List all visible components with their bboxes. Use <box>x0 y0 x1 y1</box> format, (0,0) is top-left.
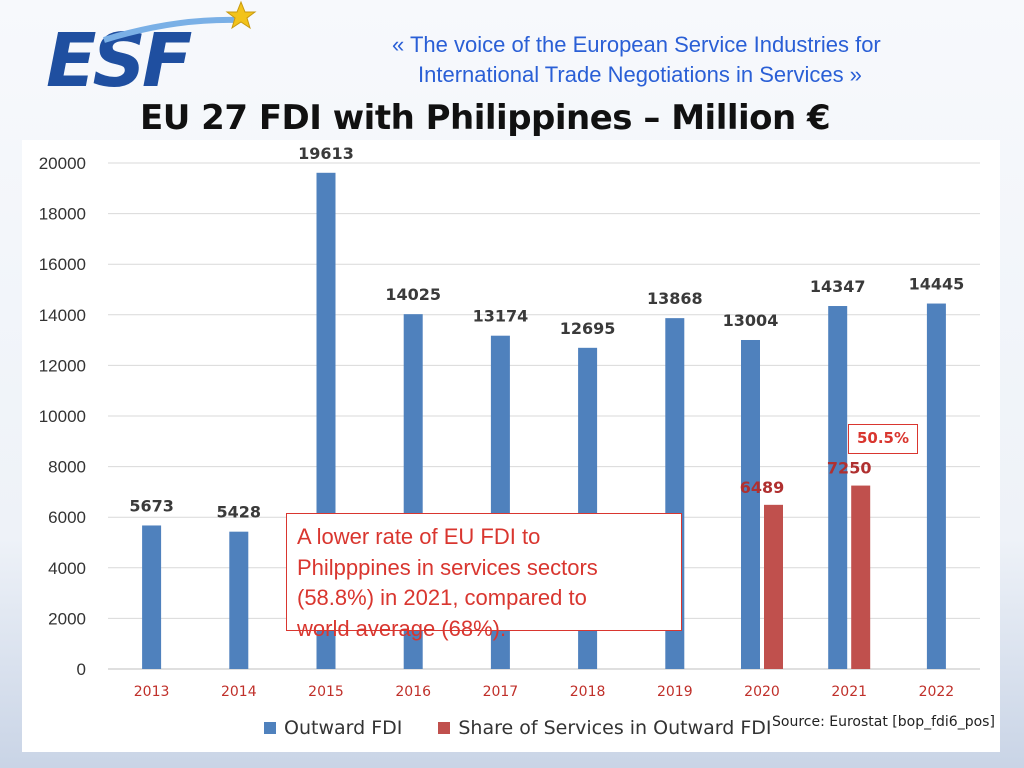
bar-outward-fdi <box>828 306 848 669</box>
chart-legend: Outward FDI Share of Services in Outward… <box>264 716 808 740</box>
logo-text: ESF <box>46 18 192 96</box>
legend-label-services: Share of Services in Outward FDI <box>458 717 772 739</box>
annotation-note: A lower rate of EU FDI to Philpppines in… <box>286 513 682 641</box>
y-tick-label: 6000 <box>48 508 86 527</box>
y-tick-label: 8000 <box>48 458 86 477</box>
legend-item-outward: Outward FDI <box>264 717 402 739</box>
chart-title: EU 27 FDI with Philippines – Million € <box>140 98 831 138</box>
legend-label-outward: Outward FDI <box>284 717 403 739</box>
x-tick-label: 2021 <box>831 684 867 700</box>
x-tick-label: 2018 <box>570 684 606 700</box>
bar-outward-fdi <box>142 525 162 669</box>
y-tick-label: 16000 <box>39 255 86 274</box>
y-tick-label: 18000 <box>39 205 86 224</box>
source-note: Source: Eurostat [bop_fdi6_pos] <box>772 714 995 730</box>
data-label-outward: 12695 <box>560 319 616 338</box>
y-tick-label: 0 <box>77 660 86 679</box>
data-label-outward: 5428 <box>217 503 262 522</box>
bar-outward-fdi <box>926 303 946 669</box>
services-share-callout: 50.5% <box>848 424 918 454</box>
esf-logo: ESF <box>46 0 257 96</box>
y-tick-label: 12000 <box>39 356 86 375</box>
note-line: (58.8%) in 2021, compared to <box>297 585 587 610</box>
data-label-services: 6489 <box>740 478 785 497</box>
x-tick-label: 2015 <box>308 684 344 700</box>
legend-swatch-services <box>438 722 451 734</box>
x-tick-label: 2020 <box>744 684 780 700</box>
x-tick-label: 2014 <box>221 684 257 700</box>
tagline: « The voice of the European Service Indu… <box>392 30 992 90</box>
legend-swatch-outward <box>264 722 276 734</box>
y-tick-label: 4000 <box>48 559 86 578</box>
x-tick-label: 2019 <box>657 684 693 700</box>
x-tick-label: 2013 <box>134 684 170 700</box>
y-tick-label: 2000 <box>48 609 86 628</box>
data-label-outward: 14025 <box>385 285 441 304</box>
x-tick-label: 2022 <box>919 684 955 700</box>
data-label-services: 7250 <box>827 459 872 478</box>
y-tick-label: 14000 <box>39 306 86 325</box>
data-label-outward: 14445 <box>909 275 965 294</box>
x-tick-label: 2017 <box>483 684 519 700</box>
y-tick-label: 20000 <box>39 154 86 173</box>
bar-services-share <box>764 504 783 669</box>
tagline-line-2: International Trade Negotiations in Serv… <box>418 62 862 87</box>
x-tick-label: 2016 <box>395 684 431 700</box>
note-line: world average (68%). <box>297 615 507 641</box>
data-label-outward: 13868 <box>647 289 703 308</box>
bar-services-share <box>851 485 871 669</box>
note-line: A lower rate of EU FDI to <box>297 524 541 549</box>
legend-item-services: Share of Services in Outward FDI <box>438 717 772 739</box>
y-tick-label: 10000 <box>39 407 86 426</box>
star-icon <box>225 0 257 30</box>
data-label-outward: 13004 <box>723 311 779 330</box>
note-line: Philpppines in services sectors <box>297 554 598 580</box>
data-label-outward: 13174 <box>473 307 529 326</box>
data-label-outward: 14347 <box>810 277 866 296</box>
tagline-line-1: « The voice of the European Service Indu… <box>392 32 881 57</box>
data-label-outward: 19613 <box>298 144 354 163</box>
bar-outward-fdi <box>741 339 760 669</box>
data-label-outward: 5673 <box>129 496 174 515</box>
bar-outward-fdi <box>229 531 249 669</box>
